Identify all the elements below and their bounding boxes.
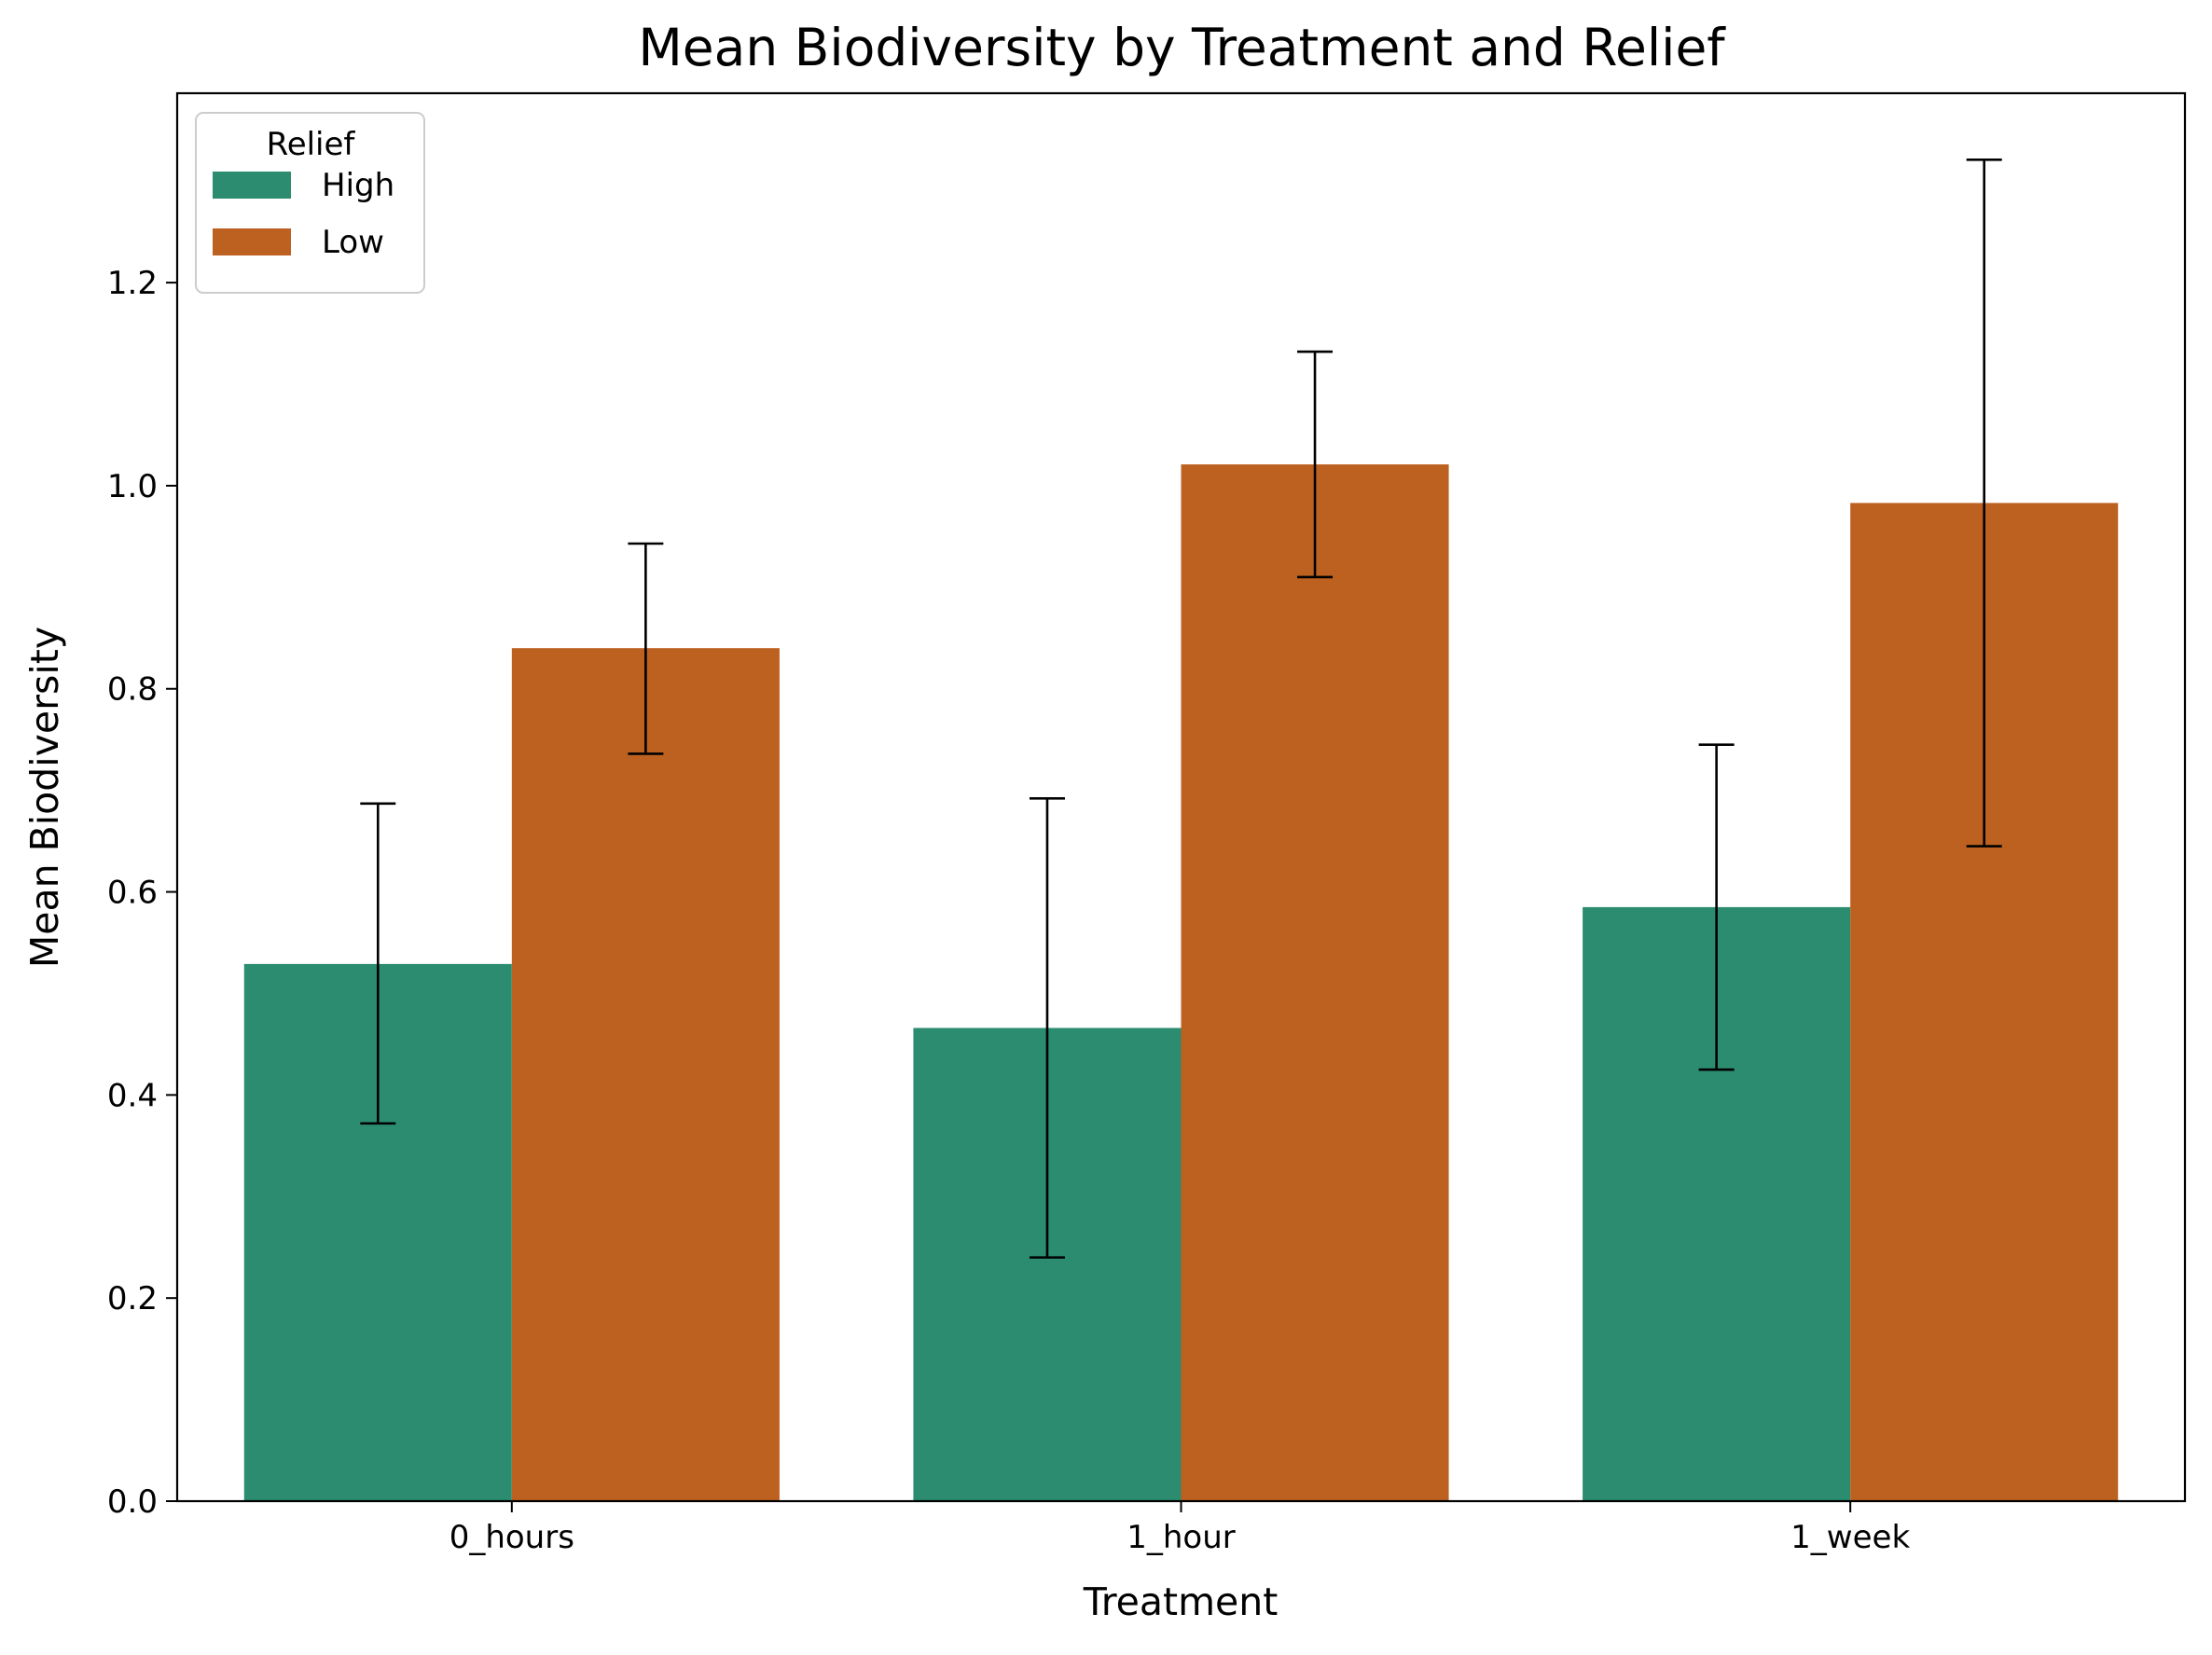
- x-axis-label: Treatment: [1083, 1579, 1279, 1624]
- y-axis-label: Mean Biodiversity: [22, 627, 67, 968]
- x-tick-label-1-week: 1_week: [1790, 1519, 1910, 1556]
- error-bars-layer: [360, 159, 2002, 1259]
- legend-swatch-high: [213, 172, 291, 199]
- y-tick-label: 0.2: [107, 1280, 158, 1317]
- legend-label-high: High: [322, 167, 394, 204]
- error-bar-low-1-week: [1966, 159, 2002, 848]
- legend-swatch-low: [213, 228, 291, 255]
- bar-low-1-hour: [1181, 464, 1449, 1501]
- legend: Relief High Low: [195, 112, 425, 294]
- error-bar-low-0-hours: [628, 542, 664, 755]
- x-tick-label-1-hour: 1_hour: [1127, 1519, 1236, 1556]
- legend-title: Relief: [267, 126, 356, 163]
- x-tick-label-0-hours: 0_hours: [449, 1519, 574, 1556]
- error-bar-low-1-hour: [1297, 350, 1334, 579]
- y-tick-label: 0.6: [107, 875, 158, 912]
- chart-title: Mean Biodiversity by Treatment and Relie…: [638, 18, 1726, 77]
- legend-entries: High Low: [213, 167, 394, 261]
- legend-entry-high: High: [213, 167, 394, 204]
- y-tick-label: 1.2: [107, 265, 158, 302]
- y-tick-label: 0.4: [107, 1077, 158, 1114]
- bars-layer: [243, 464, 2119, 1501]
- legend-label-low: Low: [322, 224, 384, 261]
- y-tick-label: 0.8: [107, 671, 158, 709]
- bar-low-0-hours: [511, 648, 780, 1501]
- x-axis: 0_hours 1_hour 1_week: [449, 1501, 1910, 1556]
- y-axis: 0.0 0.2 0.4 0.6 0.8 1.0 1.2: [107, 265, 177, 1521]
- y-tick-label: 1.0: [107, 468, 158, 505]
- error-bar-high-1-week: [1698, 743, 1735, 1071]
- error-bar-high-0-hours: [360, 802, 396, 1125]
- y-tick-label: 0.0: [107, 1483, 158, 1521]
- legend-entry-low: Low: [213, 224, 384, 261]
- error-bar-high-1-hour: [1029, 797, 1065, 1259]
